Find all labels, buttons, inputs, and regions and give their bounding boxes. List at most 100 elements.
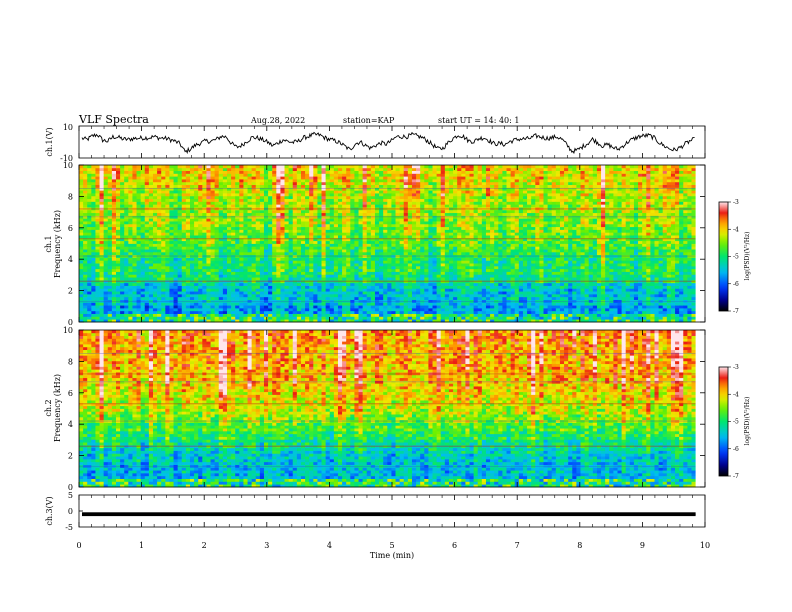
spectrogram-cell xyxy=(420,251,425,256)
spectrogram-cell xyxy=(276,246,281,250)
spectrogram-cell xyxy=(247,229,253,233)
spectrogram-cell xyxy=(206,218,211,222)
spectrogram-cell xyxy=(235,226,240,230)
spectrogram-cell xyxy=(165,218,170,222)
spectrogram-cell xyxy=(395,232,401,236)
spectrogram-cell xyxy=(379,277,384,281)
spectrogram-cell xyxy=(358,229,364,233)
spectrogram-cell xyxy=(185,232,191,236)
spectrogram-cell xyxy=(432,291,438,295)
spectrogram-cell xyxy=(366,296,372,300)
spectrogram-cell xyxy=(173,274,179,278)
spectrogram-cell xyxy=(354,240,359,244)
spectrogram-cell xyxy=(362,204,368,208)
spectrogram-cell xyxy=(177,193,183,197)
spectrogram-cell xyxy=(284,293,290,298)
spectrogram-cell xyxy=(202,240,207,244)
spectrogram-cell xyxy=(370,235,376,239)
spectrogram-cell xyxy=(305,293,310,298)
spectrogram-cell xyxy=(120,310,125,314)
spectrogram-cell xyxy=(436,307,442,312)
spectrogram-cell xyxy=(194,243,199,247)
spectrogram-cell xyxy=(169,181,174,186)
spectrogram-cell xyxy=(165,173,170,177)
spectrogram-cell xyxy=(313,187,318,191)
spectrogram-cell xyxy=(222,282,228,286)
spectrogram-cell xyxy=(169,229,174,233)
spectrogram-cell xyxy=(395,271,401,275)
spectrogram-cell xyxy=(231,198,236,202)
spectrogram-cell xyxy=(391,313,396,317)
spectrogram-cell xyxy=(148,288,154,292)
spectrogram-cell xyxy=(428,260,433,264)
spectrogram-cell xyxy=(91,271,96,275)
spectrogram-cell xyxy=(128,302,133,306)
spectrogram-cell xyxy=(189,193,195,197)
spectrogram-cell xyxy=(251,215,257,219)
spectrogram-cell xyxy=(95,218,100,222)
spectrogram-cell xyxy=(185,316,191,320)
spectrogram-cell xyxy=(329,226,335,230)
spectrogram-cell xyxy=(305,179,310,183)
spectrogram-cell xyxy=(116,226,121,230)
spectrogram-cell xyxy=(411,271,417,275)
spectrogram-cell xyxy=(222,215,228,219)
spectrogram-cell xyxy=(309,176,314,180)
spectrogram-cell xyxy=(255,288,261,292)
spectrogram-cell xyxy=(391,316,396,320)
spectrogram-cell xyxy=(255,167,261,171)
spectrogram-cell xyxy=(387,165,392,169)
spectrogram-cell xyxy=(185,184,191,188)
spectrogram-cell xyxy=(407,218,413,222)
spectrogram-cell xyxy=(391,179,396,183)
spectrogram-cell xyxy=(366,288,372,292)
spectrogram-cell xyxy=(157,268,162,272)
spectrogram-cell xyxy=(391,299,396,303)
spectrogram-cell xyxy=(218,193,224,197)
spectrogram-cell xyxy=(432,254,438,258)
spectrogram-cell xyxy=(111,167,117,171)
spectrogram-cell xyxy=(165,291,170,295)
spectrogram-cell xyxy=(370,310,376,314)
spectrogram-cell xyxy=(181,260,187,264)
spectrogram-cell xyxy=(259,218,265,222)
spectrogram-cell xyxy=(177,204,183,208)
spectrogram-cell xyxy=(210,173,216,177)
spectrogram-cell xyxy=(391,212,396,216)
spectrogram-cell xyxy=(325,246,331,250)
spectrogram-cell xyxy=(325,167,331,171)
spectrogram-cell xyxy=(309,195,314,200)
spectrogram-cell xyxy=(313,310,318,314)
spectrogram-cell xyxy=(194,260,199,264)
spectrogram-cell xyxy=(362,263,368,267)
spectrogram-cell xyxy=(95,257,100,261)
spectrogram-cell xyxy=(116,282,121,286)
spectrogram-cell xyxy=(128,285,133,289)
spectrogram-cell xyxy=(342,254,347,258)
spectrogram-cell xyxy=(173,193,179,197)
spectrogram-cell xyxy=(107,187,113,191)
spectrogram-cell xyxy=(358,316,364,320)
spectrogram-cell xyxy=(83,285,88,289)
spectrogram-cell xyxy=(222,310,228,314)
spectrogram-cell xyxy=(128,229,133,233)
spectrogram-cell xyxy=(255,181,261,186)
spectrogram-cell xyxy=(313,232,318,236)
spectrogram-cell xyxy=(152,232,158,236)
spectrogram-cell xyxy=(169,195,174,200)
spectrogram-cell xyxy=(231,232,236,236)
spectrogram-cell xyxy=(235,176,240,180)
spectrogram-cell xyxy=(181,282,187,286)
spectrogram-cell xyxy=(144,288,150,292)
spectrogram-cell xyxy=(161,190,166,194)
spectrogram-cell xyxy=(436,173,442,177)
spectrogram-cell xyxy=(259,167,265,171)
spectrogram-cell xyxy=(140,173,146,177)
spectrogram-cell xyxy=(95,254,100,258)
spectrogram-cell xyxy=(399,291,405,295)
spectrogram-cell xyxy=(103,226,109,230)
spectrogram-cell xyxy=(440,285,446,289)
spectrogram-cell xyxy=(152,288,158,292)
spectrogram-cell xyxy=(272,316,277,320)
spectrogram-cell xyxy=(247,226,253,230)
